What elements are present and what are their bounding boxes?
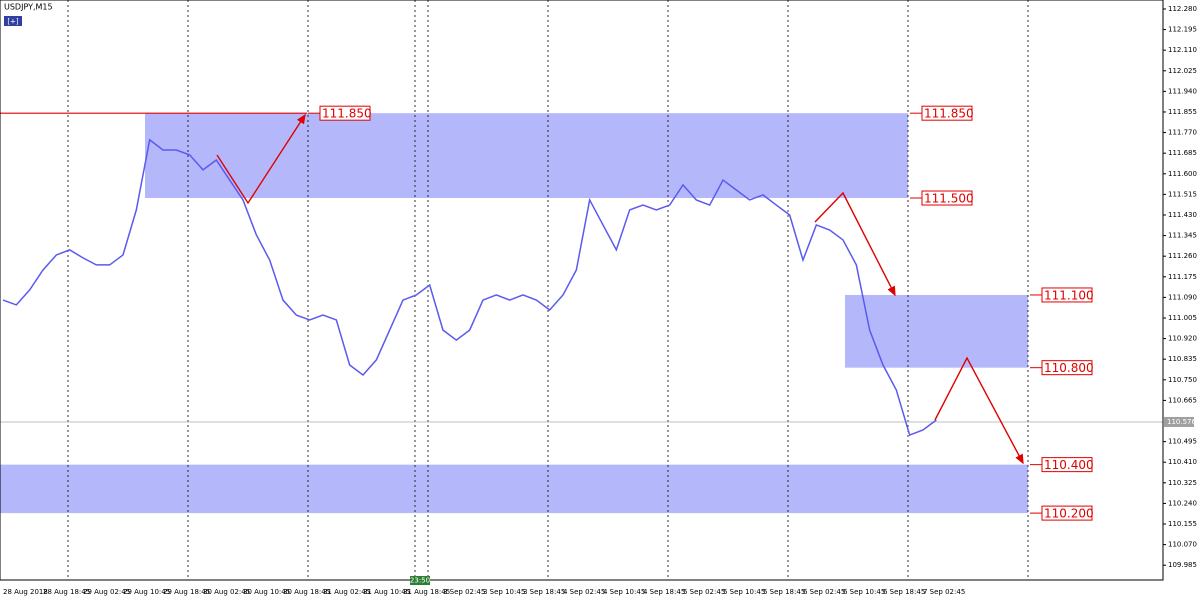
x-tick-label: 30 Aug 10:45	[243, 588, 290, 596]
y-tick-label: 111.685	[1168, 149, 1197, 157]
level-label: 111.850	[322, 107, 372, 121]
y-tick-label: 112.110	[1168, 46, 1197, 54]
y-tick-label: 110.240	[1168, 499, 1197, 507]
price-line	[2, 138, 937, 437]
x-tick-label: 5 Sep 10:45	[723, 588, 765, 596]
y-tick-label: 111.005	[1168, 314, 1197, 322]
chart-title: USDJPY,M15	[4, 3, 53, 12]
y-tick-label: 111.770	[1168, 129, 1197, 137]
y-tick-label: 110.155	[1168, 520, 1197, 528]
zone	[145, 113, 908, 199]
y-tick-label: 110.410	[1168, 458, 1197, 466]
expand-button-label[interactable]: [+]	[7, 18, 19, 26]
y-tick-label: 111.515	[1168, 190, 1197, 198]
level-label: 110.400	[1044, 458, 1094, 472]
x-tick-label: 4 Sep 18:45	[643, 588, 685, 596]
y-tick-label: 110.325	[1168, 479, 1197, 487]
x-tick-label: 31 Aug 02:45	[323, 588, 370, 596]
y-tick-label: 112.025	[1168, 67, 1197, 75]
level-label: 111.100	[1044, 288, 1094, 302]
x-tick-label: 4 Sep 10:45	[603, 588, 645, 596]
current-price-box	[1164, 416, 1194, 427]
x-tick-label: 28 Aug 2018	[3, 588, 48, 596]
y-tick-label: 111.855	[1168, 108, 1197, 116]
x-tick-label: 6 Sep 02:45	[803, 588, 845, 596]
y-tick-label: 110.495	[1168, 438, 1197, 446]
y-tick-label: 110.070	[1168, 541, 1197, 549]
x-tick-label: 6 Sep 18:45	[883, 588, 925, 596]
zone	[845, 294, 1028, 368]
level-label: 110.200	[1044, 507, 1094, 521]
y-tick-label: 112.280	[1168, 5, 1197, 13]
level-label: 110.800	[1044, 361, 1094, 375]
plot	[0, 112, 1163, 437]
y-tick-label: 110.750	[1168, 376, 1197, 384]
level-label: 111.850	[924, 107, 974, 121]
x-tick-label: 4 Sep 02:45	[563, 588, 605, 596]
cursor-time-box	[410, 576, 430, 585]
zone	[0, 464, 1028, 514]
y-tick-label: 110.665	[1168, 396, 1197, 404]
x-tick-label: 6 Sep 10:45	[843, 588, 885, 596]
current-price-label: 110.576	[1167, 418, 1196, 426]
plot-frame	[0, 0, 1164, 581]
x-tick-label: 31 Aug 18:45	[403, 588, 450, 596]
x-tick-label: 29 Aug 02:45	[83, 588, 130, 596]
y-tick-label: 111.600	[1168, 170, 1197, 178]
x-tick-label: 31 Aug 10:45	[363, 588, 410, 596]
x-tick-label: 29 Aug 18:45	[163, 588, 210, 596]
trend-arrows	[216, 113, 1024, 465]
x-tick-label: 5 Sep 18:45	[763, 588, 805, 596]
x-tick-label: 3 Sep 10:45	[483, 588, 525, 596]
x-tick-label: 5 Sep 02:45	[683, 588, 725, 596]
x-tick-label: 3 Sep 02:45	[443, 588, 485, 596]
zones	[0, 113, 1028, 514]
cursor-time: 23:50	[410, 577, 430, 585]
x-tick-label: 28 Aug 18:45	[43, 588, 90, 596]
x-tick-label: 30 Aug 18:45	[283, 588, 330, 596]
x-tick-label: 7 Sep 02:45	[923, 588, 965, 596]
level-label: 111.500	[924, 192, 974, 206]
y-tick-label: 109.985	[1168, 561, 1197, 569]
y-tick-label: 111.175	[1168, 273, 1197, 281]
y-tick-label: 111.430	[1168, 211, 1197, 219]
x-tick-label: 29 Aug 10:45	[123, 588, 170, 596]
y-tick-label: 111.940	[1168, 87, 1197, 95]
y-tick-label: 111.345	[1168, 232, 1197, 240]
y-tick-label: 111.090	[1168, 293, 1197, 301]
y-tick-label: 112.195	[1168, 26, 1197, 34]
x-tick-label: 3 Sep 18:45	[523, 588, 565, 596]
y-tick-label: 111.260	[1168, 252, 1197, 260]
y-tick-label: 110.920	[1168, 335, 1197, 343]
y-tick-label: 110.835	[1168, 355, 1197, 363]
x-tick-label: 30 Aug 02:45	[203, 588, 250, 596]
expand-button[interactable]	[4, 16, 22, 26]
day-separators	[67, 0, 1029, 580]
